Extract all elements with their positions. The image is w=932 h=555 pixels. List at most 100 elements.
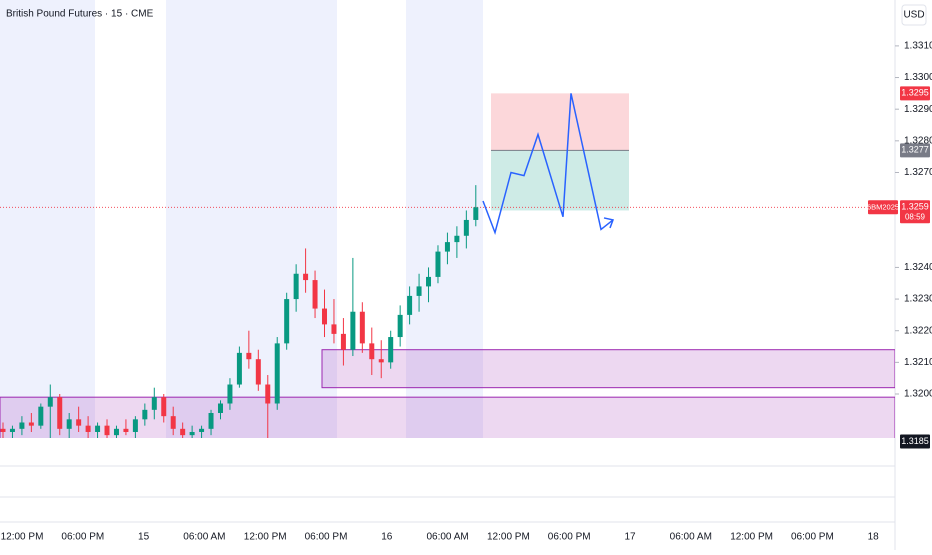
session-band <box>406 0 483 438</box>
candle-body <box>180 428 186 436</box>
y-tick-label: 1.3240 <box>904 262 932 273</box>
candle-body <box>274 343 280 404</box>
candle-body <box>350 311 356 350</box>
candle-body <box>151 397 157 410</box>
y-tick-label: 1.3310 <box>904 41 932 52</box>
symbol-label: 6BM2025 <box>867 202 899 211</box>
x-tick-label: 12:00 PM <box>730 532 773 543</box>
y-tick-label: 1.3280 <box>904 135 932 146</box>
candle-body <box>255 359 261 385</box>
candle-body <box>85 425 91 432</box>
price-tag <box>900 143 930 158</box>
candle-body <box>123 428 129 432</box>
session-band <box>166 0 337 438</box>
candle-body <box>359 311 365 344</box>
candle-body <box>217 403 223 413</box>
price-tag-label: 1.3185 <box>901 436 929 446</box>
stop-zone <box>491 93 629 151</box>
candle-body <box>227 384 233 404</box>
y-tick-label: 1.3290 <box>904 104 932 115</box>
session-shading <box>0 0 483 438</box>
supply-demand-zone <box>0 396 895 438</box>
candle-body <box>161 397 167 417</box>
candle-body <box>454 235 460 243</box>
y-tick-label: 1.3220 <box>904 325 932 336</box>
candle-body <box>113 428 119 436</box>
y-tick-label: 1.3200 <box>904 389 932 400</box>
x-tick-label: 06:00 PM <box>305 532 348 543</box>
x-tick-label: 06:00 PM <box>791 532 834 543</box>
candle-body <box>76 419 82 426</box>
candle-body <box>416 286 422 296</box>
projection-arrow <box>603 217 615 229</box>
candle-body <box>463 219 469 236</box>
projection-path <box>482 93 614 236</box>
candle-body <box>246 352 252 360</box>
currency-label[interactable]: USD <box>903 10 924 21</box>
x-tick-label: 06:00 AM <box>183 532 225 543</box>
candle-body <box>265 384 271 404</box>
chart-title: British Pound Futures · 15 · CME <box>6 9 154 20</box>
plot-area <box>0 93 895 438</box>
x-tick-label: 12:00 PM <box>1 532 44 543</box>
candle-body <box>9 428 15 432</box>
candle-body <box>331 324 337 334</box>
y-tick-label: 1.3300 <box>904 72 932 83</box>
candle-body <box>38 406 44 426</box>
candle-body <box>47 397 53 407</box>
candle-body <box>444 242 450 252</box>
candle-body <box>95 425 101 432</box>
target-zone <box>491 150 629 211</box>
price-tag-label: 1.3277 <box>901 145 929 155</box>
candle-body <box>293 273 299 300</box>
candle-body <box>369 343 375 360</box>
candle-body <box>236 352 242 385</box>
x-tick-label: 17 <box>624 532 636 543</box>
x-tick-label: 06:00 AM <box>426 532 468 543</box>
candle-body <box>0 428 6 432</box>
candle-body <box>66 419 72 429</box>
axes: 1.3200 1.3210 1.3220 1.3230 1.3240 1.3270 1.32… <box>1 41 932 543</box>
y-tick-label: 1.3210 <box>904 357 932 368</box>
candle-body <box>397 314 403 338</box>
candle-body <box>142 409 148 420</box>
countdown-label: 08:59 <box>905 212 926 221</box>
candle-body <box>132 419 138 432</box>
currency-button[interactable] <box>901 4 927 26</box>
price-tag <box>900 86 930 101</box>
y-tick-label: 1.3230 <box>904 294 932 305</box>
candle-body <box>303 273 309 281</box>
candle-body <box>208 412 214 429</box>
candle-body <box>189 431 195 436</box>
candle-body <box>407 295 413 315</box>
x-tick-label: 16 <box>381 532 393 543</box>
candle-body <box>19 422 25 429</box>
candle-body <box>435 251 441 277</box>
price-tag-label: 1.3295 <box>901 88 929 98</box>
x-tick-label: 06:00 PM <box>548 532 591 543</box>
candle-body <box>199 428 205 432</box>
candle-body <box>322 308 328 325</box>
last-price-label: 1.3259 <box>901 202 929 212</box>
price-tag <box>900 434 930 449</box>
candle-body <box>57 397 63 429</box>
x-tick-label: 18 <box>868 532 880 543</box>
supply-demand-zone <box>321 349 895 389</box>
candle-body <box>312 280 318 309</box>
session-band <box>0 0 95 438</box>
x-tick-label: 06:00 PM <box>61 532 104 543</box>
candle-body <box>284 299 290 344</box>
candle-body <box>473 207 479 220</box>
x-tick-label: 15 <box>138 532 150 543</box>
candle-body <box>104 425 110 436</box>
last-price-tag <box>900 200 930 224</box>
candle-body <box>170 416 176 429</box>
candle-body <box>378 359 384 363</box>
x-tick-label: 12:00 PM <box>244 532 287 543</box>
candle-body <box>28 422 34 426</box>
candle-body <box>388 337 394 363</box>
y-tick-label: 1.3270 <box>904 167 932 178</box>
candle-body <box>340 333 346 350</box>
symbol-tag <box>868 200 898 215</box>
